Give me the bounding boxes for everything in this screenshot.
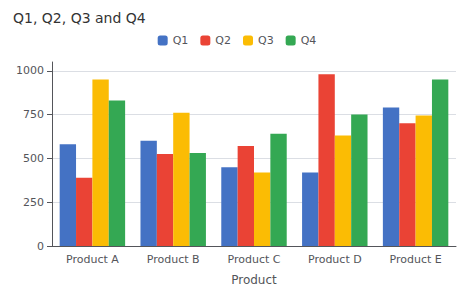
svg-text:750: 750 <box>23 108 44 121</box>
svg-text:Product: Product <box>231 273 277 287</box>
svg-text:Product B: Product B <box>147 253 200 266</box>
svg-text:1000: 1000 <box>16 64 44 77</box>
svg-text:250: 250 <box>23 196 44 209</box>
svg-text:Product D: Product D <box>308 253 362 266</box>
svg-text:Q1: Q1 <box>173 34 189 47</box>
svg-text:Q2: Q2 <box>215 34 231 47</box>
svg-text:Q1, Q2, Q3 and Q4: Q1, Q2, Q3 and Q4 <box>13 10 146 26</box>
svg-text:500: 500 <box>23 152 44 165</box>
svg-text:Q3: Q3 <box>258 34 274 47</box>
svg-text:0: 0 <box>37 240 44 253</box>
svg-text:Product C: Product C <box>228 253 281 266</box>
svg-text:Product E: Product E <box>389 253 441 266</box>
svg-text:Q4: Q4 <box>301 34 317 47</box>
svg-text:Product A: Product A <box>66 253 119 266</box>
